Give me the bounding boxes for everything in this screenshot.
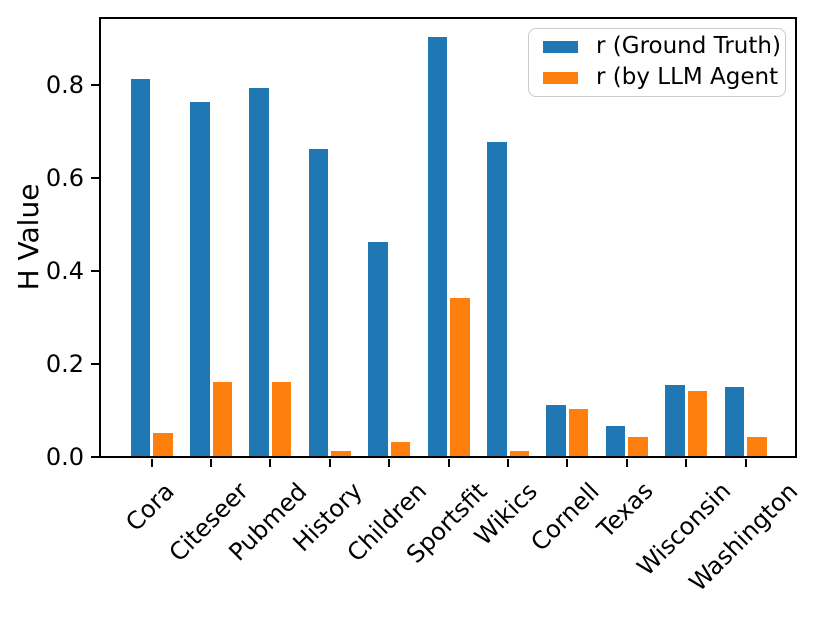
bar-llm-agent-pubmed bbox=[271, 381, 292, 456]
bar-ground-truth-children bbox=[368, 241, 388, 456]
y-tick-mark bbox=[91, 83, 99, 86]
bar-llm-agent-wikics bbox=[509, 451, 530, 456]
bar-ground-truth-sportsfit bbox=[427, 36, 448, 456]
y-tick-label: 0.8 bbox=[45, 70, 84, 99]
x-tick-mark bbox=[269, 459, 272, 467]
bar-llm-agent-texas bbox=[628, 437, 648, 456]
x-tick-label: Cora bbox=[119, 476, 180, 537]
bar-ground-truth-cora bbox=[130, 78, 151, 456]
llm-agent-legend-label: r (by LLM Agent bbox=[596, 64, 779, 91]
x-tick-mark bbox=[507, 459, 510, 467]
y-tick-mark bbox=[91, 269, 99, 272]
x-tick-mark bbox=[566, 459, 569, 467]
bar-ground-truth-washington bbox=[724, 387, 745, 456]
x-tick-mark bbox=[685, 459, 688, 467]
bar-llm-agent-sportsfit bbox=[450, 297, 470, 456]
bar-ground-truth-history bbox=[308, 148, 329, 456]
y-tick-mark bbox=[91, 456, 99, 458]
bar-llm-agent-washington bbox=[747, 437, 767, 456]
ground-truth-color-swatch bbox=[543, 41, 578, 54]
bar-llm-agent-wisconsin bbox=[687, 390, 708, 456]
y-tick-mark bbox=[91, 362, 99, 365]
x-tick-mark bbox=[210, 459, 213, 467]
x-tick-mark bbox=[625, 459, 628, 467]
bar-ground-truth-pubmed bbox=[249, 88, 269, 456]
y-tick-label: 0.4 bbox=[45, 256, 84, 285]
legend-entry-ground-truth: r (Ground Truth) bbox=[543, 34, 785, 59]
llm-agent-color-swatch bbox=[543, 71, 578, 84]
bar-ground-truth-wikics bbox=[487, 141, 507, 456]
x-tick-mark bbox=[388, 459, 391, 467]
y-tick-label: 0.0 bbox=[45, 443, 84, 471]
y-tick-mark bbox=[91, 176, 99, 179]
legend: r (Ground Truth) r (by LLM Agent bbox=[528, 28, 786, 97]
bar-ground-truth-cornell bbox=[546, 404, 566, 456]
bar-llm-agent-history bbox=[331, 451, 351, 456]
bar-llm-agent-citeseer bbox=[212, 381, 233, 456]
x-tick-label: Cornell bbox=[525, 476, 606, 557]
bar-llm-agent-children bbox=[390, 442, 411, 456]
x-tick-label: Texas bbox=[591, 476, 659, 544]
x-tick-mark bbox=[744, 459, 747, 467]
ground-truth-legend-label: r (Ground Truth) bbox=[596, 33, 781, 60]
bar-llm-agent-cornell bbox=[568, 409, 589, 456]
x-tick-mark bbox=[328, 459, 331, 467]
bar-ground-truth-citeseer bbox=[190, 102, 210, 456]
bar-llm-agent-cora bbox=[153, 432, 173, 456]
x-tick-mark bbox=[447, 459, 450, 467]
bar-ground-truth-texas bbox=[605, 425, 626, 456]
legend-entry-llm-agent: r (by LLM Agent bbox=[543, 64, 785, 91]
y-tick-label: 0.2 bbox=[45, 349, 84, 378]
x-tick-mark bbox=[150, 459, 153, 467]
bar-ground-truth-wisconsin bbox=[665, 385, 685, 456]
y-tick-label: 0.6 bbox=[45, 163, 84, 192]
